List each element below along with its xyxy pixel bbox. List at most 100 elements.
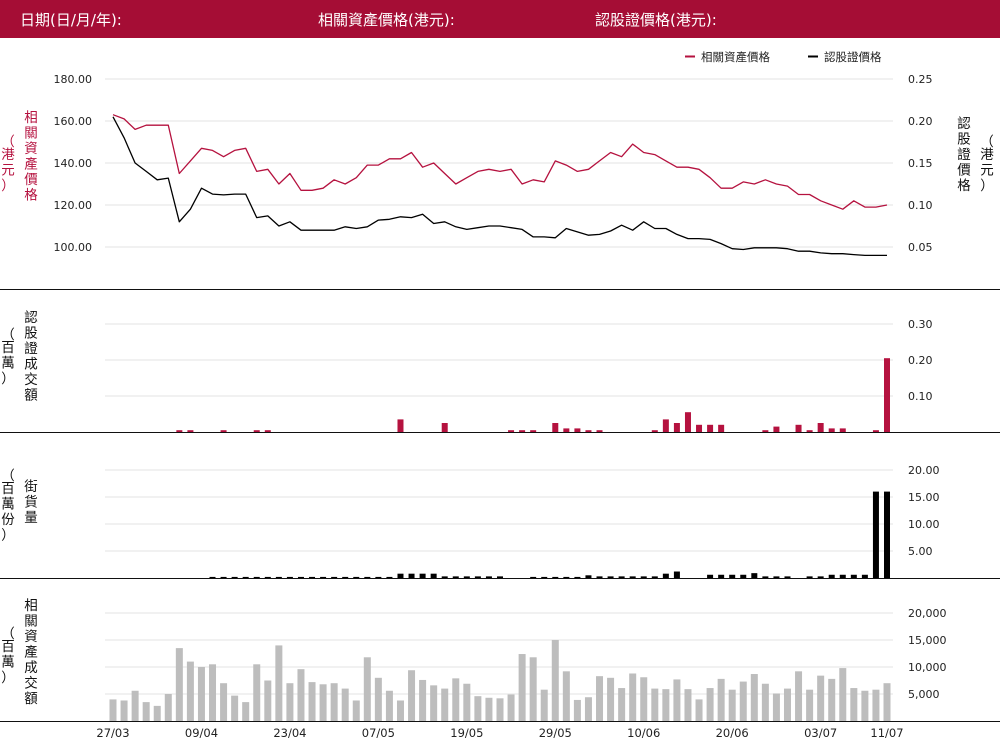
- outstanding-bar: [850, 574, 857, 578]
- outstanding-bar: [463, 576, 470, 578]
- warrant-turnover-bar: [707, 424, 714, 432]
- warrant-turnover-bar: [552, 423, 559, 432]
- underlying-turnover-bar: [209, 664, 217, 721]
- x-axis-date-label: 19/05: [450, 726, 483, 740]
- outstanding-bar: [430, 573, 437, 578]
- x-axis-date-label: 20/06: [716, 726, 749, 740]
- underlying-price-axis-unit: （港元）: [1, 134, 15, 194]
- underlying-turnover-axis-title: 相關資產成交額: [24, 598, 38, 707]
- underlying-turnover-bar: [562, 671, 570, 721]
- underlying-turnover-bar: [596, 676, 604, 721]
- outstanding-bar: [408, 573, 415, 578]
- x-axis-date-label: 11/07: [870, 726, 903, 740]
- underlying-turnover-bar: [507, 694, 515, 721]
- outstanding-bar: [309, 576, 316, 579]
- warrant-price-label: 認股證價格(港元):: [595, 11, 717, 29]
- price-right-tick-label: 0.10: [908, 199, 933, 212]
- legend-underlying-label: 相關資產價格: [701, 50, 770, 64]
- warrant-turnover-bar: [253, 430, 260, 432]
- warrant-turnover-bar: [220, 430, 227, 432]
- underlying-turnover-bar: [175, 648, 183, 721]
- underlying-turnover-bar: [441, 688, 449, 721]
- date-label: 日期(日/月/年):: [20, 11, 122, 29]
- underlying-turnover-bar: [806, 689, 814, 721]
- warrant-turnover-bar: [884, 358, 890, 432]
- underlying-turnover-tick-label: 5,000: [908, 688, 940, 701]
- underlying-turnover-bar: [817, 675, 825, 721]
- outstanding-bar: [231, 576, 238, 579]
- underlying-turnover-bar: [584, 697, 592, 721]
- outstanding-bar: [618, 576, 625, 578]
- outstanding-bar: [397, 573, 404, 578]
- outstanding-axis-title: 街貨量: [24, 479, 38, 526]
- outstanding-bar: [861, 574, 868, 578]
- underlying-turnover-bar: [872, 689, 880, 721]
- outstanding-bar: [574, 576, 581, 579]
- warrant-turnover-bar: [176, 430, 183, 432]
- outstanding-axis-unit: （百萬份）: [1, 468, 15, 544]
- underlying-turnover-bar: [153, 705, 161, 721]
- underlying-turnover-bar: [839, 668, 847, 721]
- outstanding-bar: [718, 574, 725, 578]
- outstanding-bar: [629, 576, 636, 578]
- warrant-turnover-bar: [696, 424, 703, 432]
- warrant-turnover-bar: [762, 430, 769, 432]
- underlying-turnover-bar: [695, 699, 703, 721]
- underlying-turnover-bar: [573, 699, 581, 721]
- x-axis-date-label: 07/05: [362, 726, 395, 740]
- warrant-chart: 相關資產價格 認股證價格 180.00 160.00 140.00 120.00 100…: [0, 50, 1000, 740]
- warrant-price-line: [112, 116, 887, 257]
- underlying-turnover-bar: [408, 670, 416, 721]
- outstanding-bar: [839, 574, 846, 578]
- price-right-tick-label: 0.15: [908, 157, 933, 170]
- underlying-price-line: [112, 114, 888, 210]
- underlying-turnover-tick-label: 10,000: [908, 661, 947, 674]
- outstanding-bar: [740, 574, 747, 578]
- outstanding-bar: [209, 576, 216, 579]
- warrant-price-axis-title: 認股證價格: [957, 116, 971, 194]
- outstanding-tick-label: 5.00: [908, 545, 933, 558]
- underlying-turnover-bar: [728, 689, 736, 721]
- underlying-turnover-bar: [363, 657, 371, 721]
- outstanding-bar: [552, 576, 559, 579]
- outstanding-bar: [419, 573, 426, 578]
- warrant-turnover-bar: [806, 430, 813, 432]
- underlying-turnover-bar: [717, 678, 725, 721]
- legend-warrant-label: 認股證價格: [824, 50, 882, 64]
- underlying-turnover-bar: [142, 702, 150, 721]
- underlying-turnover-bar: [131, 690, 139, 721]
- warrant-turnover-axis-unit: （百萬）: [1, 327, 15, 387]
- outstanding-bar: [297, 576, 304, 579]
- outstanding-bar: [364, 576, 371, 579]
- outstanding-bar: [375, 576, 382, 579]
- underlying-turnover-tick-label: 15,000: [908, 634, 947, 647]
- outstanding-bar: [530, 576, 537, 579]
- underlying-turnover-bar: [242, 702, 250, 721]
- price-right-tick-label: 0.05: [908, 241, 933, 254]
- warrant-turnover-bar: [563, 428, 570, 432]
- underlying-turnover-bar: [750, 674, 758, 721]
- outstanding-bar: [220, 576, 227, 579]
- outstanding-bar: [762, 576, 769, 578]
- x-axis-date-label: 03/07: [804, 726, 837, 740]
- underlying-turnover-bar: [761, 683, 769, 721]
- outstanding-tick-label: 15.00: [908, 491, 940, 504]
- warrant-turnover-bar: [574, 428, 581, 432]
- underlying-turnover-bar: [529, 657, 537, 721]
- outstanding-bar: [640, 576, 647, 578]
- outstanding-bar: [729, 574, 736, 578]
- outstanding-bar: [806, 576, 813, 578]
- underlying-turnover-bar: [186, 661, 194, 721]
- outstanding-bar: [485, 576, 492, 578]
- outstanding-bar: [751, 573, 758, 578]
- warrant-turnover-bar: [662, 419, 669, 432]
- underlying-turnover-bar: [795, 671, 803, 721]
- outstanding-bar: [773, 576, 780, 578]
- warrant-turnover-bar: [839, 428, 846, 432]
- underlying-turnover-bar: [120, 700, 128, 721]
- legend: 相關資產價格 認股證價格: [685, 50, 882, 64]
- outstanding-bar: [872, 491, 879, 578]
- warrant-turnover-tick-label: 0.10: [908, 390, 933, 403]
- underlying-turnover-bar: [485, 697, 493, 721]
- outstanding-bar: [264, 576, 271, 579]
